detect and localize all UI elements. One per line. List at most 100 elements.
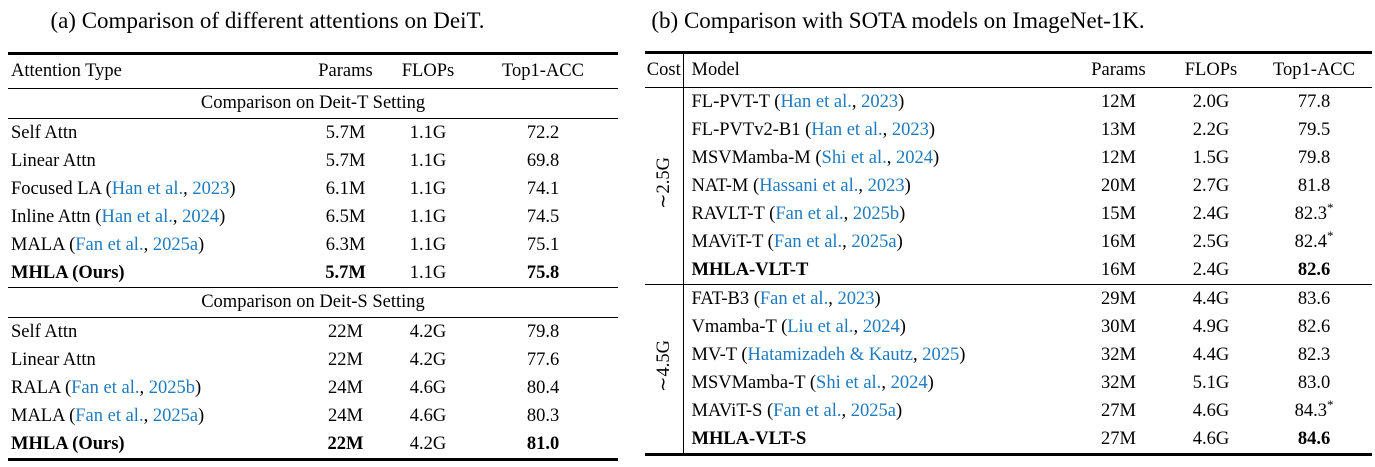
citation-author-link[interactable]: Fan et al. — [773, 231, 843, 252]
acc-cell: 83.0 — [1297, 372, 1331, 393]
citation-author-link[interactable]: Shi et al. — [821, 147, 887, 168]
citation-year-link[interactable]: 2025a — [851, 231, 897, 252]
cite-close: ) — [933, 147, 940, 168]
cite-open: ( — [100, 178, 112, 199]
model-name: MSVMamba-T — [691, 372, 806, 393]
model-cell: Vmamba-T (Liu et al., 2024) — [683, 313, 1071, 341]
cite-open: ( — [749, 288, 760, 309]
sota-comparison-table: Cost Model Params FLOPs Top1-ACC ∼2.5G F… — [645, 51, 1372, 456]
model-name: MHLA-VLT-S — [691, 428, 807, 449]
table-row: Vmamba-T (Liu et al., 2024) 30M 4.9G 82.… — [645, 313, 1372, 341]
table-row: Inline Attn (Han et al., 2024) 6.5M 1.1G… — [8, 203, 618, 231]
cost-group-label: ∼4.5G — [653, 340, 674, 392]
citation-author-link[interactable]: Shi et al. — [816, 372, 882, 393]
citation-author-link[interactable]: Hatamizadeh & Kautz — [747, 344, 913, 365]
acc-star: * — [1326, 199, 1334, 215]
citation-year-link[interactable]: 2023 — [192, 178, 230, 199]
model-name: MV-T — [691, 344, 737, 365]
params-cell: 12M — [1101, 91, 1136, 112]
citation-author-link[interactable]: Fan et al. — [759, 288, 829, 309]
table-row: RALA (Fan et al., 2025b) 24M 4.6G 80.4 — [8, 374, 618, 402]
acc-cell: 81.0 — [526, 433, 560, 454]
citation-author-link[interactable]: Han et al. — [101, 206, 173, 227]
citation-year-link[interactable]: 2025 — [922, 344, 960, 365]
acc-star: * — [1326, 227, 1334, 243]
acc-cell: 75.8 — [526, 262, 560, 283]
citation-year-link[interactable]: 2025a — [152, 405, 199, 426]
cite-open: ( — [762, 400, 774, 421]
citation-author-link[interactable]: Hassani et al. — [759, 175, 859, 196]
model-name: FL-PVT-T — [691, 91, 770, 112]
citation-author-link[interactable]: Han et al. — [780, 91, 852, 112]
params-cell: 16M — [1101, 259, 1136, 280]
citation-year-link[interactable]: 2024 — [896, 147, 934, 168]
citation-author-link[interactable]: Fan et al. — [75, 234, 144, 255]
table-row: MALA (Fan et al., 2025a) 6.3M 1.1G 75.1 — [8, 231, 618, 259]
model-cell: RAVLT-T (Fan et al., 2025b) — [683, 200, 1071, 228]
flops-cell: 2.2G — [1192, 119, 1230, 140]
model-cell: MSVMamba-M (Shi et al., 2024) — [683, 144, 1071, 172]
acc-cell: 80.3 — [526, 405, 560, 426]
cite-separator: , — [143, 234, 153, 255]
citation-year-link[interactable]: 2024 — [890, 372, 928, 393]
model-name: Inline Attn — [11, 206, 91, 227]
model-name: Focused LA — [11, 178, 101, 199]
model-cell: Inline Attn (Han et al., 2024) — [8, 203, 303, 231]
cost-group-label: ∼2.5G — [653, 157, 674, 209]
cite-separator: , — [172, 206, 183, 227]
flops-cell: 4.2G — [409, 321, 447, 342]
model-name: MHLA-VLT-T — [691, 259, 809, 280]
citation-year-link[interactable]: 2023 — [861, 91, 899, 112]
citation-author-link[interactable]: Fan et al. — [71, 377, 140, 398]
citation-author-link[interactable]: Han et al. — [811, 119, 883, 140]
flops-cell: 4.6G — [1192, 400, 1230, 421]
citation-author-link[interactable]: Fan et al. — [773, 400, 842, 421]
cite-close: ) — [927, 372, 934, 393]
cite-open: ( — [810, 147, 822, 168]
acc-cell: 82.4* — [1256, 228, 1372, 256]
citation-year-link[interactable]: 2023 — [837, 288, 875, 309]
acc-value: 84.3 — [1294, 400, 1327, 421]
cite-close: ) — [219, 206, 226, 227]
flops-cell: 5.1G — [1192, 372, 1230, 393]
table-row-ours: MHLA-VLT-S 27M 4.6G 84.6 — [645, 425, 1372, 455]
table-row: ∼2.5G FL-PVT-T (Han et al., 2023) 12M 2.… — [645, 87, 1372, 285]
citation-year-link[interactable]: 2023 — [867, 175, 905, 196]
citation-author-link[interactable]: Fan et al. — [775, 203, 844, 224]
cite-open: ( — [748, 175, 760, 196]
params-cell: 27M — [1101, 400, 1136, 421]
cite-open: ( — [90, 206, 102, 227]
acc-cell: 79.5 — [1297, 119, 1331, 140]
citation-year-link[interactable]: 2025b — [852, 203, 900, 224]
citation-year-link[interactable]: 2024 — [862, 316, 900, 337]
table-b-panel: Cost Model Params FLOPs Top1-ACC ∼2.5G F… — [645, 51, 1372, 456]
cite-close: ) — [194, 377, 202, 398]
acc-cell: 72.2 — [526, 122, 560, 143]
citation-year-link[interactable]: 2025a — [850, 400, 896, 421]
citation-year-link[interactable]: 2025a — [152, 234, 199, 255]
model-cell: MSVMamba-T (Shi et al., 2024) — [683, 369, 1071, 397]
citation-year-link[interactable]: 2025b — [148, 377, 195, 398]
citation-year-link[interactable]: 2024 — [182, 206, 220, 227]
cite-open: ( — [764, 203, 776, 224]
model-cell: MAViT-T (Fan et al., 2025a) — [683, 228, 1071, 256]
cite-open: ( — [736, 344, 748, 365]
acc-cell: 80.4 — [526, 377, 560, 398]
table-row-ours: MHLA (Ours) 5.7M 1.1G 75.8 — [8, 259, 618, 288]
col-header-flops: FLOPs — [388, 53, 468, 89]
model-name: Linear Attn — [11, 349, 96, 370]
model-cell: MAViT-S (Fan et al., 2025a) — [683, 397, 1071, 425]
citation-year-link[interactable]: 2023 — [891, 119, 929, 140]
cite-close: ) — [874, 288, 881, 309]
flops-cell: 1.1G — [409, 150, 447, 171]
model-name: MSVMamba-M — [691, 147, 811, 168]
table-row: MALA (Fan et al., 2025a) 24M 4.6G 80.3 — [8, 402, 618, 430]
citation-author-link[interactable]: Han et al. — [111, 178, 184, 199]
flops-cell: 2.0G — [1192, 91, 1230, 112]
params-cell: 6.3M — [325, 234, 366, 255]
model-cell: FL-PVTv2-B1 (Han et al., 2023) — [683, 116, 1071, 144]
cite-close: ) — [229, 178, 236, 199]
model-name: MAViT-T — [691, 231, 764, 252]
citation-author-link[interactable]: Liu et al. — [787, 316, 854, 337]
citation-author-link[interactable]: Fan et al. — [75, 405, 144, 426]
